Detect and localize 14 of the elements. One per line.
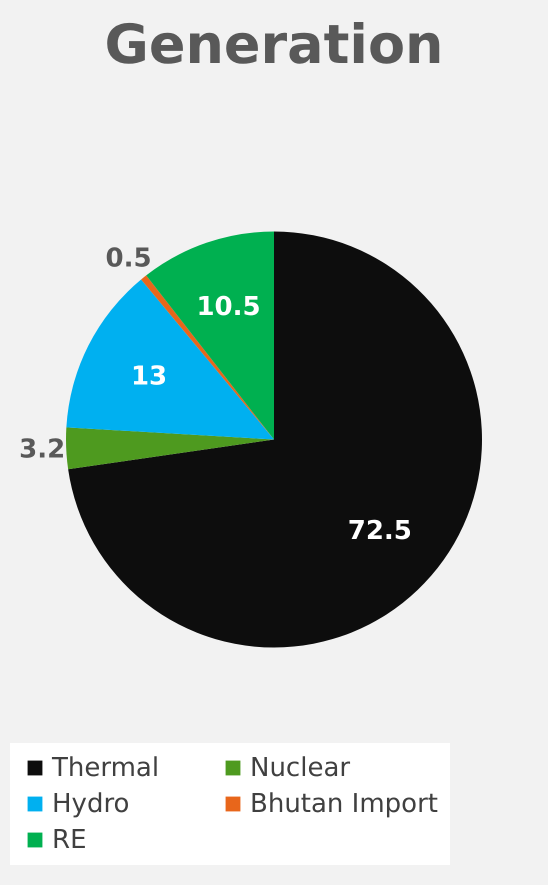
pie-slice (66, 427, 274, 470)
data-label: 0.5 (106, 244, 152, 274)
data-label: 13 (130, 361, 168, 392)
data-label: 10.5 (196, 292, 261, 322)
legend-label: Hydro (52, 789, 130, 819)
legend-label: Bhutan Import (250, 789, 438, 819)
data-label: 3.2 (19, 434, 66, 464)
legend-label: Thermal (51, 753, 160, 783)
chart-title: Generation (104, 13, 444, 76)
data-label: 72.5 (348, 516, 412, 546)
legend-label: RE (52, 825, 86, 855)
pie-slice (68, 232, 482, 648)
legend-label: Nuclear (250, 753, 350, 783)
pie-slice (66, 280, 274, 440)
